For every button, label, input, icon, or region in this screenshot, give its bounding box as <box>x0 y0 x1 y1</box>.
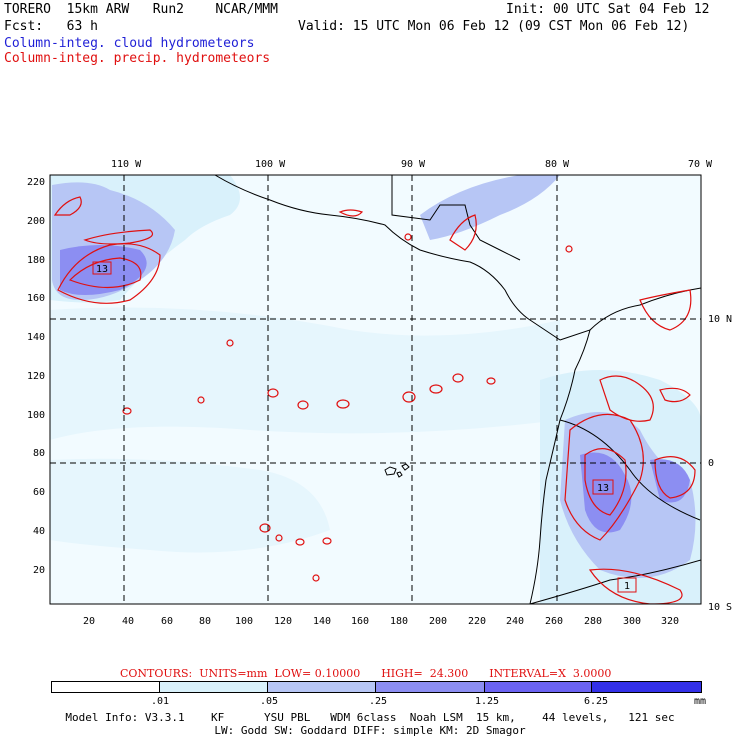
colorbar-label-125: 1.25 <box>475 696 500 707</box>
lon-label-70w: 70 W <box>688 159 713 170</box>
y-tick-80: 80 <box>33 448 45 459</box>
y-tick-200: 200 <box>27 216 45 227</box>
colorbar-bin-1 <box>159 682 269 692</box>
model-info-line2: LW: Godd SW: Goddard DIFF: simple KM: 2D… <box>214 724 526 737</box>
lat-label-0: 0 <box>708 458 714 469</box>
x-tick-100: 100 <box>235 616 253 627</box>
x-tick-300: 300 <box>623 616 641 627</box>
x-tick-80: 80 <box>199 616 211 627</box>
colorbar-bin-4 <box>484 682 593 692</box>
y-tick-220: 220 <box>27 177 45 188</box>
cloud-shading <box>50 175 701 604</box>
lon-label-100w: 100 W <box>255 159 286 170</box>
colorbar-bin-5 <box>592 682 702 692</box>
colorbar-label-025: .25 <box>369 696 388 707</box>
y-tick-100: 100 <box>27 410 45 421</box>
lon-label-90w: 90 W <box>401 159 426 170</box>
y-tick-120: 120 <box>27 371 45 382</box>
x-tick-280: 280 <box>584 616 602 627</box>
field-cloud-label: Column-integ. cloud hydrometeors <box>4 36 255 51</box>
model-info-line1: Model Info: V3.3.1 KF YSU PBL WDM 6class… <box>65 711 675 724</box>
colorbar-label-001: .01 <box>151 696 170 707</box>
max-label-2: 13 <box>597 483 609 494</box>
colorbar-label-005: .05 <box>260 696 279 707</box>
x-tick-160: 160 <box>351 616 369 627</box>
lat-label-10n: 10 N <box>708 314 732 325</box>
y-tick-140: 140 <box>27 332 45 343</box>
lon-label-110w: 110 W <box>111 159 142 170</box>
y-tick-160: 160 <box>27 293 45 304</box>
x-tick-320: 320 <box>661 616 679 627</box>
forecast-hour: Fcst: 63 h <box>4 19 98 34</box>
colorbar-label-625: 6.25 <box>584 696 609 707</box>
x-tick-200: 200 <box>429 616 447 627</box>
x-tick-260: 260 <box>545 616 563 627</box>
colorbar <box>51 681 702 693</box>
x-tick-40: 40 <box>122 616 134 627</box>
colorbar-bin-2 <box>268 682 377 692</box>
valid-time: Valid: 15 UTC Mon 06 Feb 12 (09 CST Mon … <box>298 19 690 34</box>
x-tick-60: 60 <box>161 616 173 627</box>
y-tick-60: 60 <box>33 487 45 498</box>
x-tick-220: 220 <box>468 616 486 627</box>
max-label-3: 1 <box>624 581 630 592</box>
max-markers <box>92 261 637 593</box>
colorbar-units: mm <box>694 696 707 707</box>
x-tick-180: 180 <box>390 616 408 627</box>
contour-info: CONTOURS: UNITS=mm LOW= 0.10000 HIGH= 24… <box>120 667 612 680</box>
model-title: TORERO 15km ARW Run2 NCAR/MMM <box>4 2 278 17</box>
x-tick-240: 240 <box>506 616 524 627</box>
x-tick-140: 140 <box>313 616 331 627</box>
y-tick-20: 20 <box>33 565 45 576</box>
colorbar-bin-0 <box>52 682 160 692</box>
lon-label-80w: 80 W <box>545 159 570 170</box>
field-precip-label: Column-integ. precip. hydrometeors <box>4 51 271 66</box>
y-tick-180: 180 <box>27 255 45 266</box>
y-tick-40: 40 <box>33 526 45 537</box>
x-tick-120: 120 <box>274 616 292 627</box>
init-time: Init: 00 UTC Sat 04 Feb 12 <box>506 2 710 17</box>
x-tick-20: 20 <box>83 616 95 627</box>
precip-contours <box>53 196 696 604</box>
map-frame <box>49 174 702 605</box>
max-label-1: 13 <box>96 264 108 275</box>
lat-label-10s: 10 S <box>708 602 732 613</box>
coastlines <box>214 175 701 604</box>
grid-lines <box>50 175 701 604</box>
colorbar-bin-3 <box>376 682 485 692</box>
